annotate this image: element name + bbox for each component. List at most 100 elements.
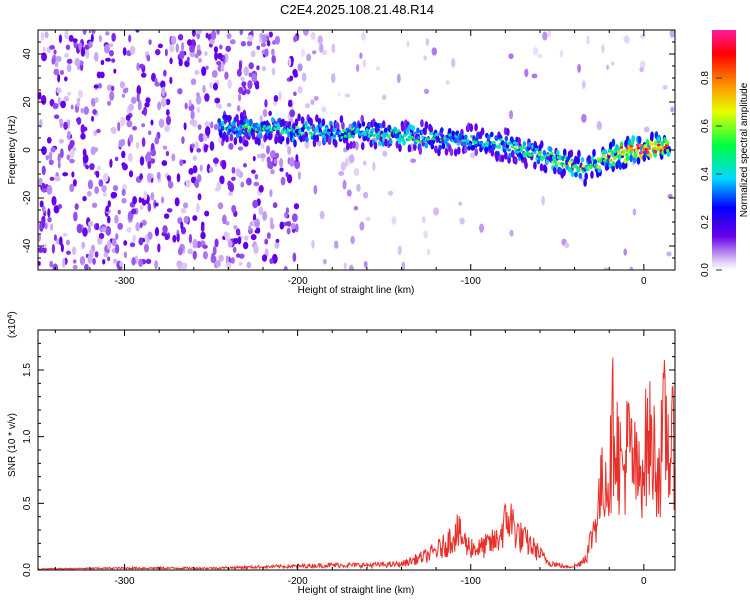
spectrogram-noise-cell: [187, 248, 193, 255]
spectrogram-noise-cell: [64, 52, 69, 59]
spectrogram-ridge-cell: [430, 143, 435, 150]
spectrogram-ridge-cell: [416, 136, 421, 140]
spectrogram-ridge-cell: [576, 156, 580, 165]
spectrogram-ridge-cell: [339, 115, 344, 124]
spectrogram-ridge-cell: [462, 142, 466, 146]
spectrogram-y-tick-label: -20: [22, 190, 33, 205]
spectrogram-noise-cell: [176, 233, 180, 243]
spectrogram-noise-cell: [577, 63, 581, 73]
spectrogram-noise-cell: [246, 261, 252, 269]
spectrogram-noise-cell: [150, 119, 154, 126]
spectrogram-noise-cell: [139, 222, 143, 229]
spectrogram-noise-cell: [205, 65, 209, 70]
spectrogram-ridge-cell: [636, 156, 641, 165]
spectrogram-noise-cell: [286, 174, 293, 184]
spectrogram-noise-cell: [175, 43, 179, 53]
spectrogram-noise-cell: [340, 161, 346, 171]
spectrogram-noise-cell: [162, 145, 168, 150]
spectrogram-ridge-cell: [648, 152, 653, 159]
spectrogram-ridge-cell: [358, 122, 362, 129]
spectrogram-noise-cell: [164, 125, 170, 133]
colorbar-tick-label: 0.0: [700, 263, 711, 277]
spectrogram-noise-cell: [138, 258, 143, 268]
spectrogram-noise-cell: [63, 96, 70, 102]
spectrogram-x-tick-label: -100: [461, 276, 481, 287]
spectrogram-noise-cell: [643, 126, 650, 133]
spectrogram-ridge-cell: [513, 147, 518, 151]
spectrogram-noise-cell: [100, 59, 105, 66]
spectrogram-noise-cell: [154, 260, 159, 270]
spectrogram-ridge-cell: [609, 149, 614, 153]
spectrogram-noise-cell: [88, 40, 93, 49]
spectrogram-noise-cell: [197, 124, 202, 130]
spectrogram-noise-cell: [94, 251, 99, 258]
spectrogram-noise-cell: [270, 168, 275, 175]
spectrogram-noise-cell: [145, 97, 151, 104]
spectrogram-noise-cell: [233, 225, 238, 230]
spectrogram-noise-cell: [190, 78, 197, 86]
spectrogram-ridge-cell: [449, 148, 454, 157]
spectrogram-noise-cell: [117, 222, 124, 230]
spectrogram-noise-cell: [423, 88, 430, 94]
spectrogram-noise-cell: [586, 35, 590, 45]
spectrogram-noise-cell: [165, 109, 170, 116]
spectrogram-noise-cell: [160, 80, 166, 89]
spectrogram-ridge-cell: [304, 121, 308, 127]
spectrogram-noise-cell: [111, 32, 116, 42]
spectrogram-ridge-cell: [312, 139, 317, 148]
spectrogram-ridge-cell: [500, 154, 505, 163]
spectrogram-ridge-cell: [294, 118, 299, 127]
spectrogram-ridge-cell: [467, 143, 472, 147]
spectrogram-noise-cell: [260, 142, 265, 149]
spectrogram-noise-cell: [139, 173, 143, 180]
spectrogram-noise-cell: [319, 210, 325, 220]
spectrogram-noise-cell: [98, 232, 105, 239]
spectrogram-noise-cell: [259, 32, 263, 39]
spectrogram-noise-cell: [359, 52, 363, 59]
spectrogram-y-tick-label: 20: [22, 96, 33, 108]
spectrogram-noise-cell: [165, 150, 170, 157]
spectrogram-noise-cell: [639, 66, 644, 73]
spectrogram-ridge-cell: [474, 141, 479, 145]
snr-x-label: Height of straight line (km): [298, 585, 415, 596]
spectrogram-ridge-cell: [423, 127, 427, 136]
spectrogram-noise-cell: [179, 159, 184, 167]
spectrogram-ridge-cell: [235, 132, 240, 139]
spectrogram-noise-cell: [63, 121, 68, 130]
spectrogram-noise-cell: [246, 88, 251, 95]
spectrogram-ridge-cell: [349, 141, 353, 150]
spectrogram-ridge-cell: [300, 116, 305, 125]
spectrogram-noise-cell: [662, 85, 668, 90]
spectrogram-noise-cell: [111, 58, 116, 63]
spectrogram-noise-cell: [445, 80, 450, 85]
spectrogram-noise-cell: [47, 208, 51, 218]
spectrogram-noise-cell: [205, 32, 209, 39]
spectrogram-noise-cell: [268, 110, 272, 117]
spectrogram-noise-cell: [236, 105, 241, 112]
spectrogram-noise-cell: [204, 210, 210, 217]
spectrogram-noise-cell: [289, 75, 294, 81]
spectrogram-noise-cell: [41, 165, 46, 176]
spectrogram-noise-cell: [64, 30, 69, 40]
spectrogram-noise-cell: [46, 136, 52, 144]
spectrogram-noise-cell: [275, 152, 280, 159]
spectrogram-noise-cell: [146, 151, 151, 161]
spectrogram-noise-cell: [669, 30, 675, 38]
spectrogram-ridge-cell: [575, 166, 580, 170]
spectrogram-noise-cell: [57, 96, 61, 106]
spectrogram-noise-cell: [112, 192, 118, 198]
spectrogram-ridge-cell: [617, 150, 621, 154]
spectrogram-ridge-cell: [601, 154, 606, 158]
spectrogram-noise-cell: [362, 191, 369, 199]
spectrogram-noise-cell: [262, 108, 268, 118]
spectrogram-noise-cell: [191, 143, 195, 149]
spectrogram-noise-cell: [121, 188, 126, 197]
spectrogram-ridge-cell: [539, 163, 544, 172]
spectrogram-noise-cell: [623, 35, 630, 43]
spectrogram-noise-cell: [310, 99, 315, 105]
snr-x-tick-label: -300: [115, 576, 135, 587]
colorbar-gradient: [712, 30, 736, 270]
spectrogram-ridge-cell: [644, 147, 648, 152]
spectrogram-x-ticks: -300 -200 -100 0: [54, 30, 647, 287]
spectrogram-noise-cell: [70, 104, 74, 110]
